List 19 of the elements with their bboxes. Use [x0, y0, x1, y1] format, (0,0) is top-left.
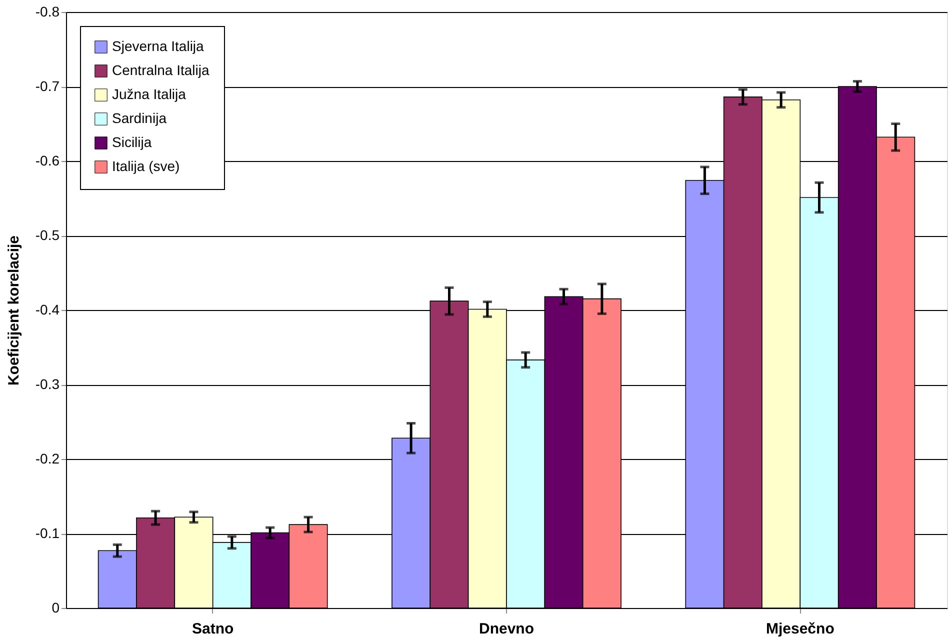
legend-label: Sjeverna Italija: [112, 38, 204, 54]
y-tick-label: -0.4: [35, 302, 60, 318]
legend-label: Sardinija: [112, 110, 167, 126]
y-tick-label: -0.1: [35, 525, 60, 541]
y-tick-label: -0.8: [35, 4, 60, 20]
y-tick-label: -0.3: [35, 376, 60, 392]
x-tick-label: Mjesečno: [766, 620, 834, 638]
x-tick-label: Dnevno: [478, 620, 534, 638]
y-tick-label: -0.7: [35, 78, 60, 94]
legend-label: Italija (sve): [112, 158, 180, 174]
y-tick-label: -0.2: [35, 450, 60, 466]
y-tick-label: -0.5: [35, 227, 60, 243]
x-tick-label: Satno: [192, 620, 234, 638]
y-tick-label: -0.6: [35, 152, 60, 168]
y-tick-label: 0: [52, 600, 60, 616]
legend-label: Sicilija: [112, 134, 152, 150]
legend-label: Južna Italija: [112, 86, 186, 102]
legend-label: Centralna Italija: [112, 62, 210, 78]
y-axis-title: Koeficijent korelacije: [5, 235, 22, 386]
